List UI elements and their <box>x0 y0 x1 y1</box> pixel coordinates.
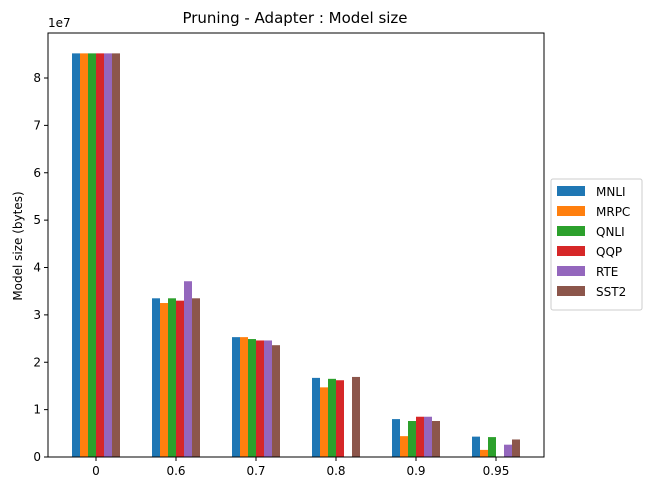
legend-item-sst2: SST2 <box>557 285 626 299</box>
legend-swatch <box>557 286 585 296</box>
series-mrpc <box>80 53 488 458</box>
legend-label: MRPC <box>596 205 630 219</box>
x-axis-ticks: 0 0.6 0.7 0.8 0.9 0.95 <box>92 457 509 478</box>
bar-sst2-0.8 <box>352 376 360 457</box>
legend-item-rte: RTE <box>557 265 618 279</box>
bar-qqp-0.6 <box>176 300 184 457</box>
bar-mnli-0 <box>72 53 80 458</box>
bar-mnli-0.95 <box>472 436 480 457</box>
y-tick-label: 6 <box>33 166 41 180</box>
legend-item-mrpc: MRPC <box>557 205 630 219</box>
bar-mrpc-0 <box>80 53 88 458</box>
bar-mrpc-0.6 <box>160 303 168 457</box>
y-tick-label: 7 <box>33 118 41 132</box>
bar-rte-0.7 <box>264 340 272 457</box>
bar-sst2-0.7 <box>272 345 280 457</box>
bar-sst2-0.9 <box>432 421 440 457</box>
x-tick-label: 0.6 <box>166 464 185 478</box>
bar-qqp-0.7 <box>256 340 264 457</box>
bar-qqp-0.9 <box>416 416 424 457</box>
y-tick-label: 1 <box>33 403 41 417</box>
y-tick-label: 3 <box>33 308 41 322</box>
legend-label: QNLI <box>596 225 625 239</box>
legend-item-qnli: QNLI <box>557 225 625 239</box>
y-tick-label: 8 <box>33 71 41 85</box>
legend-label: RTE <box>596 265 618 279</box>
bar-qnli-0 <box>88 53 96 458</box>
legend-swatch <box>557 246 585 256</box>
bar-mnli-0.8 <box>312 377 320 457</box>
bar-mrpc-0.9 <box>400 436 408 457</box>
x-tick-label: 0.9 <box>406 464 425 478</box>
bar-rte-0.6 <box>184 281 192 457</box>
legend: MNLI MRPC QNLI QQP RTE SST2 <box>550 178 643 311</box>
bar-mrpc-0.7 <box>240 337 248 457</box>
series-qnli <box>88 53 496 458</box>
series-qqp <box>96 53 424 458</box>
bar-qqp-0.8 <box>336 380 344 457</box>
y-tick-label: 4 <box>33 261 41 275</box>
legend-item-qqp: QQP <box>557 245 622 259</box>
bar-qnli-0.7 <box>248 339 256 457</box>
bar-sst2-0.95 <box>512 439 520 457</box>
x-tick-label: 0 <box>92 464 100 478</box>
bar-sst2-0 <box>112 53 120 458</box>
y-tick-label: 2 <box>33 355 41 369</box>
bar-mnli-0.6 <box>152 298 160 457</box>
bar-rte-0.95 <box>504 444 512 457</box>
chart-title: Pruning - Adapter : Model size <box>182 9 407 27</box>
bar-qnli-0.9 <box>408 421 416 457</box>
y-axis-ticks: 0 1 2 3 4 5 6 7 8 <box>33 71 48 464</box>
series-sst2 <box>112 53 520 458</box>
legend-label: SST2 <box>596 285 626 299</box>
bar-rte-0 <box>104 53 112 458</box>
bar-qnli-0.6 <box>168 298 176 457</box>
legend-swatch <box>557 226 585 236</box>
bar-mnli-0.9 <box>392 419 400 457</box>
bar-rte-0.9 <box>424 416 432 457</box>
series-rte <box>104 53 512 458</box>
x-tick-label: 0.95 <box>483 464 510 478</box>
bar-mrpc-0.8 <box>320 387 328 457</box>
x-tick-label: 0.7 <box>246 464 265 478</box>
bars-layer <box>72 53 520 458</box>
y-tick-label: 5 <box>33 213 41 227</box>
legend-swatch <box>557 206 585 216</box>
legend-swatch <box>557 186 585 196</box>
legend-swatch <box>557 266 585 276</box>
bar-sst2-0.6 <box>192 298 200 457</box>
x-tick-label: 0.8 <box>326 464 345 478</box>
bar-qqp-0 <box>96 53 104 458</box>
y-tick-label: 0 <box>33 450 41 464</box>
legend-label: MNLI <box>596 185 626 199</box>
series-mnli <box>72 53 480 458</box>
bar-mnli-0.7 <box>232 337 240 457</box>
y-axis-offset-label: 1e7 <box>48 16 71 30</box>
plot-frame <box>47 32 545 458</box>
legend-label: QQP <box>596 245 622 259</box>
legend-item-mnli: MNLI <box>557 185 626 199</box>
bar-qnli-0.95 <box>488 437 496 457</box>
y-axis-label: Model size (bytes) <box>11 191 25 300</box>
bar-qnli-0.8 <box>328 378 336 457</box>
bar-mrpc-0.95 <box>480 449 488 457</box>
